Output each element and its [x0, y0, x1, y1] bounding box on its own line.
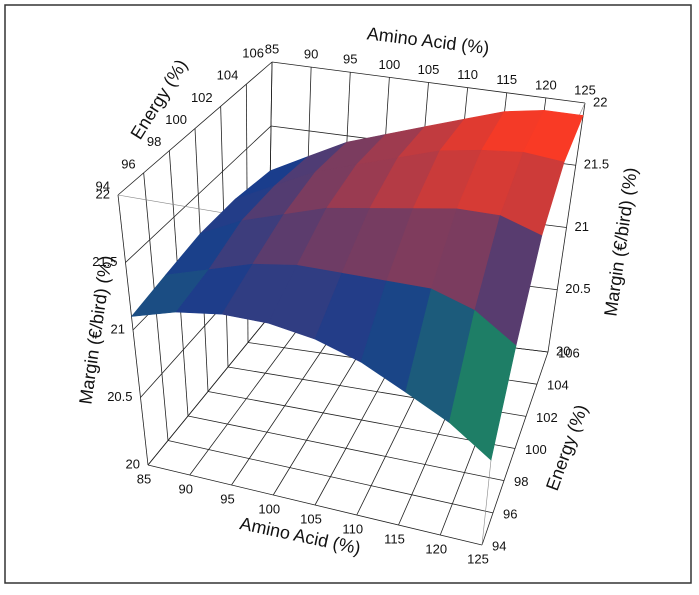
- x-tick-label: 125: [574, 82, 596, 97]
- x-tick-label: 110: [457, 67, 478, 82]
- z-tick-label: 20.5: [565, 281, 590, 296]
- x-tick-label: 115: [384, 531, 405, 546]
- axis-title: Amino Acid (%): [366, 23, 491, 58]
- z-tick-label: 20.5: [107, 389, 132, 404]
- grid-line: [147, 317, 269, 466]
- axis-title: Margin (€/bird) (%): [600, 166, 641, 317]
- x-tick-label: 85: [137, 471, 151, 486]
- z-tick-label: 22: [96, 186, 110, 201]
- x-tick-label: 120: [535, 77, 557, 92]
- z-tick-label: 21: [111, 321, 125, 336]
- surface-patch: [448, 309, 517, 461]
- frame: [4, 4, 692, 584]
- y-tick-label: 106: [558, 345, 580, 360]
- z-tick-label: 20: [556, 343, 570, 358]
- y-tick-label: 104: [547, 378, 569, 393]
- grid-line: [187, 415, 505, 482]
- x-tick-label: 90: [179, 481, 193, 496]
- x-tick-label: 115: [496, 72, 517, 87]
- x-tick-label: 95: [343, 52, 357, 67]
- x-tick-label: 85: [265, 41, 279, 56]
- x-tick-label: 100: [379, 57, 401, 72]
- grid-line: [125, 125, 272, 263]
- y-tick-label: 94: [492, 538, 506, 553]
- x-tick-label: 105: [300, 511, 322, 526]
- y-tick-label: 96: [503, 506, 517, 521]
- x-tick-label: 125: [467, 551, 489, 566]
- z-tick-label: 21: [575, 219, 589, 234]
- grid-line: [167, 440, 494, 514]
- z-tick-label: 20: [126, 456, 140, 471]
- y-tick-label: 98: [514, 474, 528, 489]
- y-tick-label: 102: [536, 410, 558, 425]
- axis-title: Energy (%): [127, 56, 192, 143]
- y-tick-label: 94: [96, 178, 110, 193]
- x-tick-label: 90: [304, 47, 318, 62]
- y-tick-label: 100: [525, 442, 547, 457]
- grid-line: [207, 391, 516, 449]
- grid-line: [271, 61, 586, 104]
- y-tick-label: 102: [191, 90, 213, 105]
- x-tick-label: 105: [418, 62, 440, 77]
- x-tick-label: 100: [258, 501, 280, 516]
- x-tick-label: 120: [425, 541, 447, 556]
- grid-line: [147, 464, 483, 546]
- y-tick-label: 104: [217, 68, 239, 83]
- x-tick-label: 95: [220, 491, 234, 506]
- y-tick-label: 106: [242, 45, 264, 60]
- z-tick-label: 22: [593, 94, 607, 109]
- z-tick-label: 21.5: [92, 254, 117, 269]
- x-tick-label: 110: [342, 521, 363, 536]
- y-tick-label: 96: [121, 156, 135, 171]
- y-tick-label: 98: [147, 134, 161, 149]
- z-tick-label: 21.5: [584, 157, 609, 172]
- grid-line: [117, 61, 273, 196]
- y-tick-label: 100: [165, 112, 187, 127]
